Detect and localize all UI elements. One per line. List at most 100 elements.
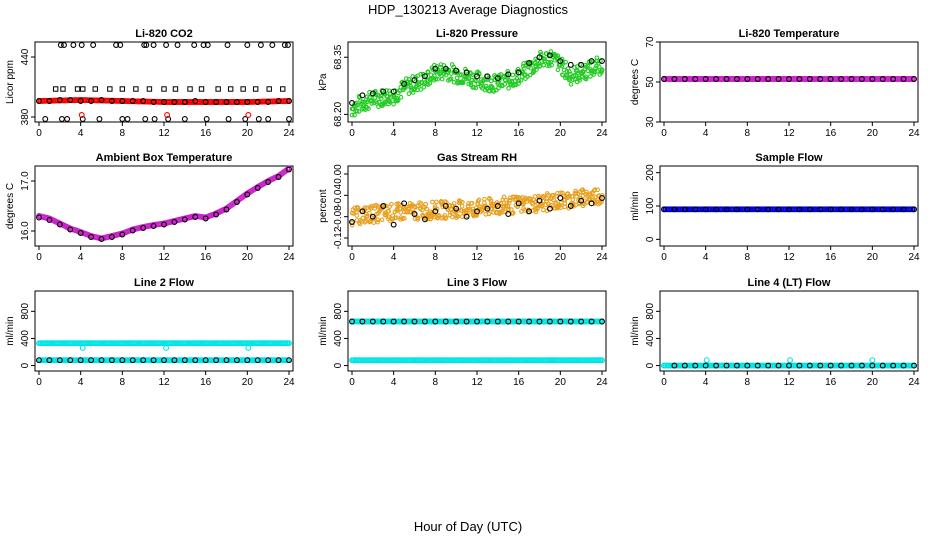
data-point xyxy=(594,68,600,74)
data-point xyxy=(890,206,897,213)
series-sample-main xyxy=(661,206,917,213)
data-point xyxy=(484,318,491,325)
data-point xyxy=(796,362,803,369)
data-point xyxy=(223,206,230,213)
x-tick-label: 0 xyxy=(349,252,355,263)
data-point xyxy=(505,71,512,78)
data-point xyxy=(703,357,710,364)
data-point xyxy=(406,91,412,97)
data-point xyxy=(526,208,533,215)
data-point xyxy=(744,206,751,213)
x-tick-label: 8 xyxy=(745,128,751,139)
y-tick-label: 0 xyxy=(645,362,656,368)
y-tick-label: 800 xyxy=(20,303,31,320)
data-point xyxy=(692,76,699,82)
x-tick-label: 4 xyxy=(78,377,84,388)
data-point xyxy=(573,188,578,194)
x-tick-label: 8 xyxy=(120,252,126,263)
data-point xyxy=(77,230,84,236)
x-tick-label: 4 xyxy=(703,128,709,139)
data-point xyxy=(379,88,385,93)
data-point xyxy=(579,74,585,79)
data-point xyxy=(515,200,522,207)
data-point xyxy=(354,213,360,218)
data-point xyxy=(869,76,876,82)
data-point xyxy=(453,318,460,325)
data-point xyxy=(457,199,463,204)
x-tick-label: 20 xyxy=(242,377,254,388)
x-tick-label: 16 xyxy=(825,128,837,139)
data-point xyxy=(202,99,209,105)
figure-title: HDP_130213 Average Diagnostics xyxy=(368,2,568,17)
data-point xyxy=(393,98,399,103)
x-tick-label: 20 xyxy=(555,128,567,139)
data-point xyxy=(713,76,720,82)
data-point xyxy=(141,42,148,48)
y-axis-label: degrees C xyxy=(630,59,641,105)
x-tick-label: 16 xyxy=(200,128,212,139)
data-point xyxy=(181,99,188,105)
data-point xyxy=(233,99,240,105)
data-point xyxy=(98,97,105,103)
data-point xyxy=(281,42,288,48)
data-point xyxy=(713,362,720,369)
data-point xyxy=(442,65,449,72)
data-point xyxy=(395,98,401,103)
data-point xyxy=(713,206,720,213)
data-point xyxy=(391,101,396,107)
data-point xyxy=(151,116,158,122)
data-point xyxy=(254,357,261,364)
data-point xyxy=(286,116,292,122)
y-tick-label: 100 xyxy=(645,197,656,214)
data-point xyxy=(765,206,772,213)
data-point xyxy=(459,199,465,205)
data-point xyxy=(252,86,259,92)
data-point xyxy=(744,76,751,82)
data-point xyxy=(661,362,667,369)
data-point xyxy=(244,357,251,364)
data-point xyxy=(911,206,917,213)
data-point xyxy=(359,92,366,99)
y-tick-label: 30 xyxy=(645,116,656,128)
x-tick-label: 8 xyxy=(433,252,439,263)
data-point xyxy=(557,195,564,201)
data-point xyxy=(692,206,699,213)
x-tick-label: 0 xyxy=(661,252,667,263)
data-point xyxy=(204,42,211,48)
data-point xyxy=(567,193,572,199)
data-point xyxy=(479,80,485,86)
data-point xyxy=(60,86,66,92)
x-tick-label: 0 xyxy=(349,128,355,139)
data-point xyxy=(349,222,355,228)
x-tick-label: 4 xyxy=(703,377,709,388)
data-point xyxy=(558,190,563,196)
data-point xyxy=(255,116,262,122)
y-axis-label: ml/min xyxy=(5,316,16,345)
data-point xyxy=(52,86,59,92)
data-point xyxy=(265,179,272,185)
data-point xyxy=(411,211,418,217)
panel-title: Li-820 Pressure xyxy=(436,28,518,40)
data-point xyxy=(419,80,425,86)
data-point xyxy=(671,206,678,213)
data-point xyxy=(36,357,42,364)
data-point xyxy=(473,85,479,91)
x-tick-label: 4 xyxy=(391,377,397,388)
x-tick-label: 24 xyxy=(908,377,920,388)
data-point xyxy=(858,76,865,82)
data-point xyxy=(494,203,501,209)
series-line2-hourly xyxy=(36,357,292,364)
data-point xyxy=(56,357,63,364)
data-point xyxy=(192,214,199,220)
data-point xyxy=(518,78,524,83)
data-point xyxy=(411,318,418,325)
y-tick-label: 800 xyxy=(333,303,344,320)
x-tick-label: 12 xyxy=(158,377,170,388)
y-tick-label: -0.12 xyxy=(333,226,344,249)
x-tick-label: 24 xyxy=(596,128,608,139)
data-point xyxy=(372,95,378,100)
data-point xyxy=(108,98,115,104)
data-point xyxy=(869,362,876,369)
data-point xyxy=(428,216,434,221)
